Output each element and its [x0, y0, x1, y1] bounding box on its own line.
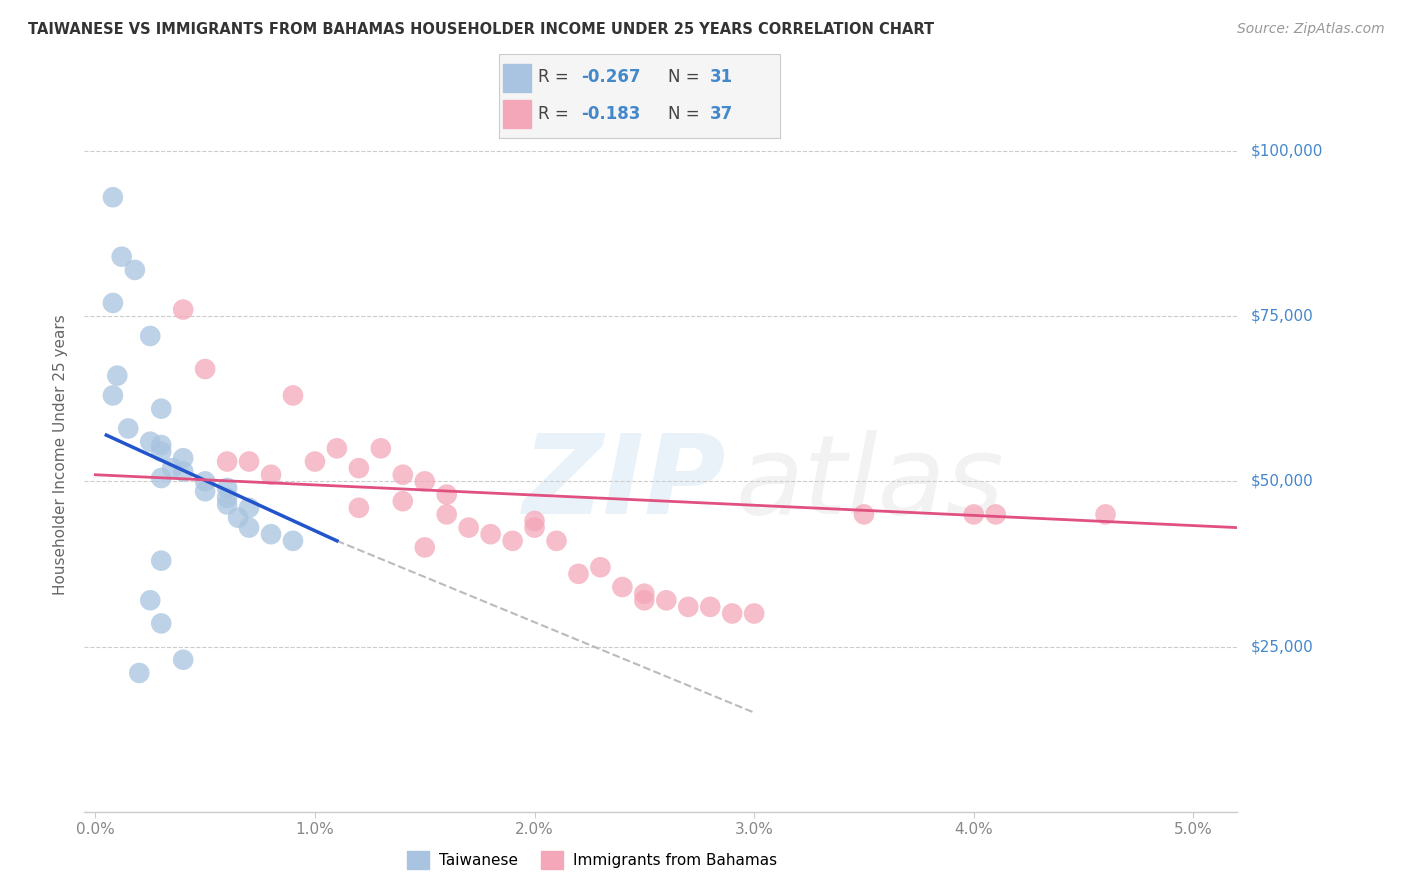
- Point: [172, 653, 194, 667]
- Point: [347, 500, 370, 515]
- Point: [101, 296, 124, 310]
- Point: [612, 580, 634, 594]
- Point: [502, 533, 524, 548]
- Point: [655, 593, 678, 607]
- Text: -0.183: -0.183: [581, 105, 640, 123]
- Point: [721, 607, 744, 621]
- Text: ZIP: ZIP: [523, 430, 725, 537]
- Text: $100,000: $100,000: [1251, 144, 1323, 159]
- Text: N =: N =: [668, 105, 704, 123]
- Point: [347, 461, 370, 475]
- Point: [150, 438, 173, 452]
- Point: [413, 475, 436, 489]
- Text: R =: R =: [538, 68, 575, 86]
- Point: [326, 442, 349, 456]
- Point: [391, 494, 413, 508]
- Point: [281, 533, 304, 548]
- Point: [546, 533, 568, 548]
- Point: [567, 566, 589, 581]
- Point: [370, 442, 392, 456]
- Y-axis label: Householder Income Under 25 years: Householder Income Under 25 years: [53, 315, 69, 595]
- Point: [139, 593, 162, 607]
- Point: [139, 434, 162, 449]
- Point: [699, 599, 721, 614]
- Text: $75,000: $75,000: [1251, 309, 1315, 324]
- Point: [172, 451, 194, 466]
- Point: [194, 362, 217, 376]
- Point: [194, 484, 217, 499]
- Point: [391, 467, 413, 482]
- Point: [523, 520, 546, 534]
- Text: TAIWANESE VS IMMIGRANTS FROM BAHAMAS HOUSEHOLDER INCOME UNDER 25 YEARS CORRELATI: TAIWANESE VS IMMIGRANTS FROM BAHAMAS HOU…: [28, 22, 934, 37]
- Point: [457, 520, 479, 534]
- Point: [128, 665, 150, 680]
- Point: [523, 514, 546, 528]
- Point: [304, 454, 326, 468]
- Point: [633, 587, 655, 601]
- Point: [226, 510, 249, 524]
- Point: [124, 263, 146, 277]
- Legend: Taiwanese, Immigrants from Bahamas: Taiwanese, Immigrants from Bahamas: [401, 845, 783, 875]
- Point: [117, 421, 139, 435]
- Point: [217, 454, 239, 468]
- Point: [281, 388, 304, 402]
- Point: [1094, 508, 1116, 522]
- Text: $25,000: $25,000: [1251, 639, 1315, 654]
- Point: [105, 368, 128, 383]
- Point: [172, 302, 194, 317]
- Text: Source: ZipAtlas.com: Source: ZipAtlas.com: [1237, 22, 1385, 37]
- Point: [172, 465, 194, 479]
- Point: [479, 527, 502, 541]
- Point: [436, 508, 458, 522]
- Point: [633, 593, 655, 607]
- Point: [238, 454, 260, 468]
- Text: N =: N =: [668, 68, 704, 86]
- Text: R =: R =: [538, 105, 575, 123]
- Point: [139, 329, 162, 343]
- Bar: [503, 64, 531, 92]
- Text: atlas: atlas: [735, 430, 1004, 537]
- Point: [260, 467, 283, 482]
- Point: [260, 527, 283, 541]
- Text: -0.267: -0.267: [581, 68, 640, 86]
- Point: [238, 520, 260, 534]
- Text: $50,000: $50,000: [1251, 474, 1315, 489]
- Point: [238, 500, 260, 515]
- Text: 31: 31: [710, 68, 733, 86]
- Point: [101, 388, 124, 402]
- Point: [678, 599, 700, 614]
- Point: [413, 541, 436, 555]
- Text: 37: 37: [710, 105, 734, 123]
- Point: [217, 498, 239, 512]
- Point: [984, 508, 1007, 522]
- Point: [101, 190, 124, 204]
- Point: [150, 616, 173, 631]
- Point: [194, 475, 217, 489]
- Point: [150, 471, 173, 485]
- Point: [436, 487, 458, 501]
- Point: [742, 607, 765, 621]
- Point: [150, 444, 173, 458]
- Bar: [503, 100, 531, 128]
- Point: [111, 250, 134, 264]
- Point: [160, 461, 183, 475]
- Point: [217, 481, 239, 495]
- Point: [852, 508, 875, 522]
- Point: [150, 401, 173, 416]
- Point: [589, 560, 612, 574]
- Point: [963, 508, 986, 522]
- Point: [150, 554, 173, 568]
- Point: [217, 491, 239, 505]
